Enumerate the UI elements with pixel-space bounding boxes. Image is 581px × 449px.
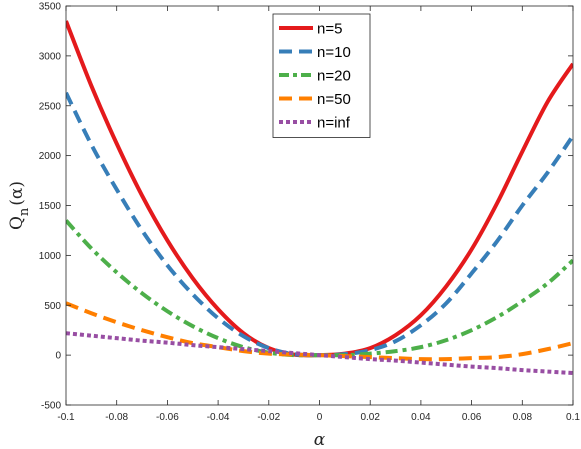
x-tick-label: -0.02 bbox=[257, 412, 280, 423]
y-tick-label: 2500 bbox=[39, 101, 62, 112]
series-line-n-inf bbox=[66, 331, 573, 376]
y-tick-label: 1000 bbox=[39, 251, 62, 262]
y-tick-label: 1500 bbox=[39, 201, 62, 212]
y-tick-label: 0 bbox=[55, 351, 61, 362]
series-line-n-50 bbox=[66, 301, 573, 362]
legend-label: n=50 bbox=[317, 91, 351, 108]
x-tick-label: 0 bbox=[317, 412, 323, 423]
x-tick-label: 0.06 bbox=[462, 412, 482, 423]
legend-box bbox=[272, 13, 371, 138]
legend-label: n=inf bbox=[317, 115, 351, 132]
y-axis-label-arg: (α) bbox=[7, 181, 27, 206]
x-tick-label: 0.02 bbox=[360, 412, 380, 423]
x-tick-label: -0.06 bbox=[156, 412, 179, 423]
y-tick-label: 3000 bbox=[39, 51, 62, 62]
y-axis-label-sub: n bbox=[17, 207, 32, 216]
series-group bbox=[66, 20, 573, 376]
legend: n=5 n=10 n=20 n=50 n=inf bbox=[272, 13, 371, 138]
y-tick-label: -500 bbox=[41, 401, 61, 412]
x-tick-label: 0.1 bbox=[566, 412, 580, 423]
x-tick-label: -0.08 bbox=[105, 412, 128, 423]
x-tick-label: 0.04 bbox=[411, 412, 431, 423]
y-tick-label: 3500 bbox=[39, 2, 62, 13]
x-tick-label: -0.04 bbox=[207, 412, 230, 423]
legend-label: n=20 bbox=[317, 68, 351, 85]
y-tick-label: 500 bbox=[44, 301, 61, 312]
legend-label: n=5 bbox=[317, 21, 342, 38]
legend-label: n=10 bbox=[317, 44, 351, 61]
x-tick-label: 0.08 bbox=[513, 412, 533, 423]
x-tick-label: -0.1 bbox=[57, 412, 75, 423]
y-axis-label-main: Q bbox=[7, 216, 27, 230]
y-axis-label: Qn(α) bbox=[7, 181, 32, 230]
x-axis-label: α bbox=[314, 430, 326, 449]
y-tick-label: 2000 bbox=[39, 151, 62, 162]
